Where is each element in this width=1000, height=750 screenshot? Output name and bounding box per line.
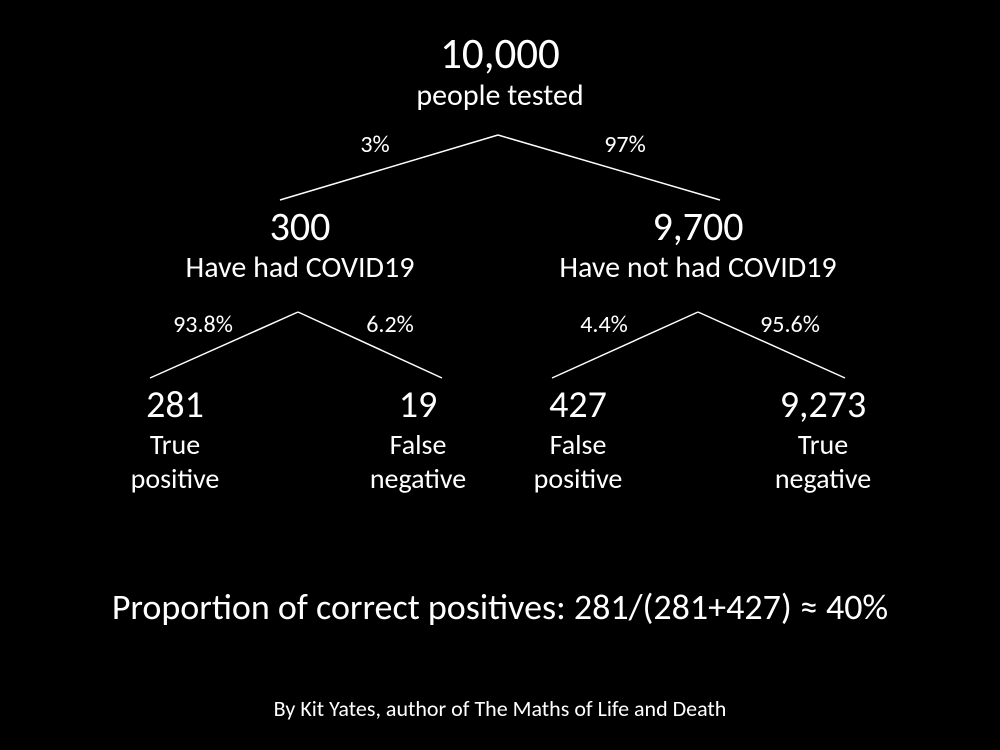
pct-false-negative: 6.2% bbox=[330, 310, 450, 339]
root-label: people tested bbox=[300, 79, 700, 112]
no-covid-value: 9,700 bbox=[498, 205, 898, 249]
true-negative-value: 9,273 bbox=[723, 385, 923, 427]
true-positive-label2: positive bbox=[75, 463, 275, 495]
pct-true-negative: 95.6% bbox=[730, 310, 850, 339]
false-positive-node: 427 False positive bbox=[478, 385, 678, 495]
pct-no-covid: 97% bbox=[565, 130, 685, 159]
had-covid-label: Have had COVID19 bbox=[120, 251, 480, 284]
pct-true-positive: 93.8% bbox=[143, 310, 263, 339]
true-negative-node: 9,273 True negative bbox=[723, 385, 923, 495]
root-node: 10,000 people tested bbox=[300, 30, 700, 112]
true-positive-value: 281 bbox=[75, 385, 275, 427]
root-value: 10,000 bbox=[300, 30, 700, 77]
no-covid-node: 9,700 Have not had COVID19 bbox=[498, 205, 898, 284]
no-covid-label: Have not had COVID19 bbox=[498, 251, 898, 284]
conclusion-text: Proportion of correct positives: 281/(28… bbox=[0, 585, 1000, 629]
true-positive-node: 281 True positive bbox=[75, 385, 275, 495]
pct-had-covid: 3% bbox=[315, 130, 435, 159]
credit-text: By Kit Yates, author of The Maths of Lif… bbox=[0, 695, 1000, 722]
had-covid-value: 300 bbox=[120, 205, 480, 249]
false-positive-label1: False bbox=[478, 429, 678, 461]
true-positive-label1: True bbox=[75, 429, 275, 461]
true-negative-label2: negative bbox=[723, 463, 923, 495]
true-negative-label1: True bbox=[723, 429, 923, 461]
false-positive-label2: positive bbox=[478, 463, 678, 495]
false-positive-value: 427 bbox=[478, 385, 678, 427]
had-covid-node: 300 Have had COVID19 bbox=[120, 205, 480, 284]
pct-false-positive: 4.4% bbox=[544, 310, 664, 339]
